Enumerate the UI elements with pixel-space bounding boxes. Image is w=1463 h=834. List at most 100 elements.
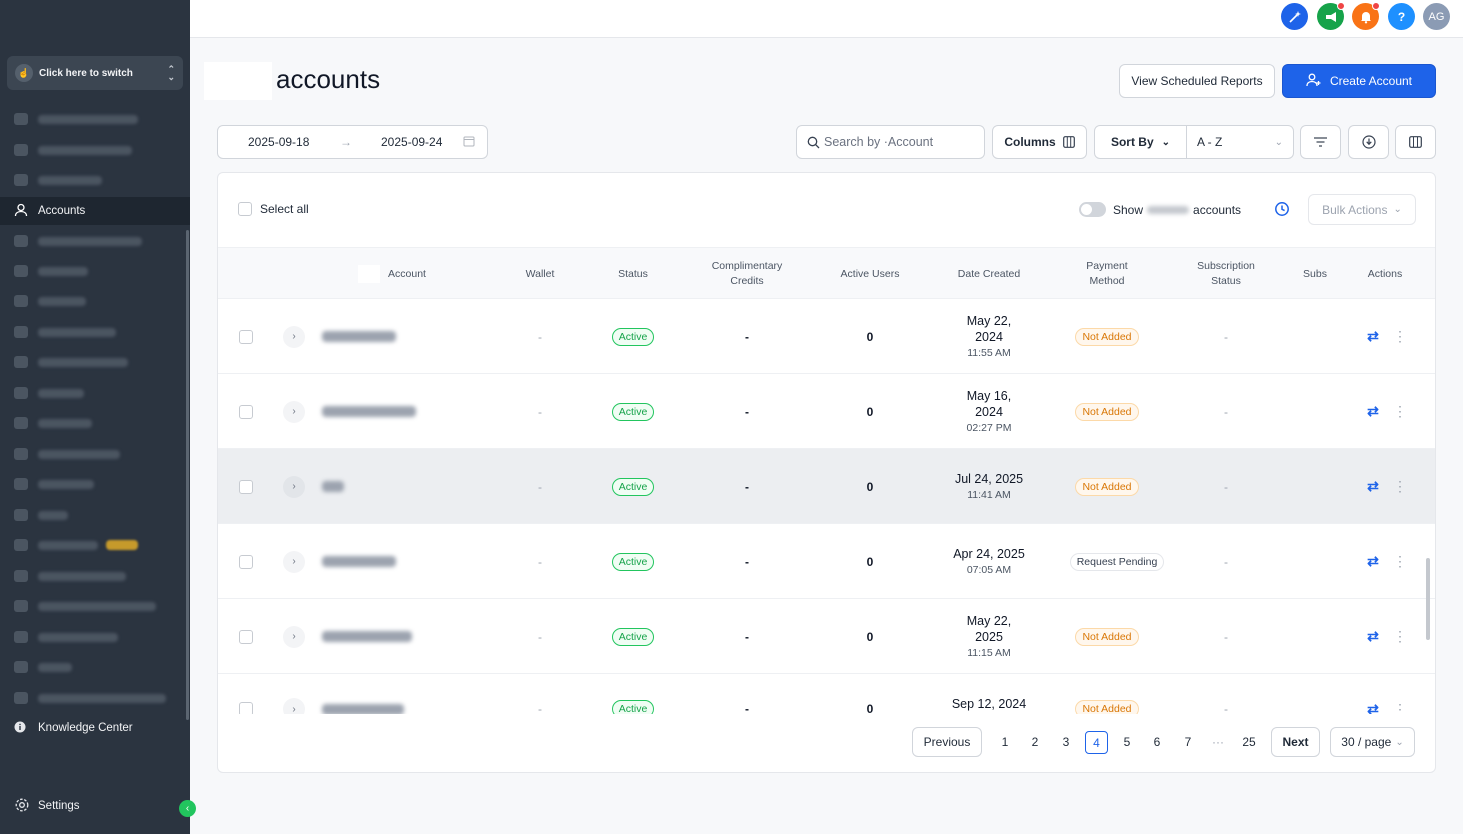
page-ellipsis[interactable]: ··· [1207, 727, 1229, 757]
page-25[interactable]: 25 [1236, 727, 1262, 757]
announcements-button[interactable] [1317, 2, 1345, 30]
page-size-select[interactable]: 30 / page ⌄ [1330, 727, 1415, 757]
page-4-current[interactable]: 4 [1085, 731, 1108, 754]
page-1[interactable]: 1 [994, 727, 1016, 757]
magic-wand-button[interactable] [1281, 3, 1308, 30]
account-name-redacted[interactable] [322, 481, 344, 492]
sidebar-item-blurred[interactable] [0, 684, 190, 712]
page-3[interactable]: 3 [1055, 727, 1077, 757]
sort-order-select[interactable]: A - Z ⌄ [1186, 125, 1294, 159]
more-options-icon[interactable]: ⋮ [1393, 700, 1407, 715]
sidebar-item-blurred[interactable] [0, 562, 190, 590]
sort-by-button[interactable]: Sort By ⌄ [1094, 125, 1187, 159]
select-all[interactable]: Select all [238, 202, 309, 216]
sidebar-item-accounts[interactable]: Accounts [0, 197, 190, 225]
download-button[interactable] [1348, 125, 1389, 159]
account-name-redacted[interactable] [322, 556, 396, 567]
previous-page-button[interactable]: Previous [912, 727, 982, 757]
sidebar-item-blurred[interactable] [0, 653, 190, 681]
layout-toggle-button[interactable] [1395, 125, 1436, 159]
account-name-redacted[interactable] [322, 703, 404, 714]
history-button[interactable] [1274, 201, 1290, 222]
next-page-button[interactable]: Next [1271, 727, 1320, 757]
date-to-input[interactable]: 2025-09-24 [381, 135, 443, 149]
sidebar-item-blurred[interactable] [0, 318, 190, 346]
more-options-icon[interactable]: ⋮ [1393, 328, 1407, 344]
more-options-icon[interactable]: ⋮ [1393, 553, 1407, 569]
sidebar-scrollbar[interactable] [186, 230, 189, 720]
switch-account-icon[interactable]: ⇄ [1367, 700, 1379, 715]
switch-account-icon[interactable]: ⇄ [1367, 403, 1379, 419]
switch-account-icon[interactable]: ⇄ [1367, 628, 1379, 644]
more-options-icon[interactable]: ⋮ [1393, 628, 1407, 644]
columns-button[interactable]: Columns [992, 125, 1087, 159]
table-row[interactable]: › - Active - 0 Sep 12, 2024 Not Added - … [218, 674, 1435, 715]
table-row[interactable]: › - Active - 0 May 22, 2024 11:55 AM Not … [218, 299, 1435, 374]
sidebar-item-settings[interactable]: Settings [0, 792, 190, 820]
account-name-redacted[interactable] [322, 331, 396, 342]
show-accounts-toggle[interactable] [1079, 202, 1106, 217]
search-input[interactable]: Search by ·Account [796, 125, 985, 159]
account-name-redacted[interactable] [322, 406, 416, 417]
view-scheduled-reports-button[interactable]: View Scheduled Reports [1119, 64, 1275, 98]
table-row[interactable]: › - Active - 0 Jul 24, 2025 11:41 AM Not … [218, 449, 1435, 524]
sidebar-item-blurred[interactable] [0, 623, 190, 651]
sidebar-item-blurred[interactable] [0, 531, 190, 559]
sidebar-item-blurred[interactable] [0, 470, 190, 498]
row-checkbox[interactable] [239, 404, 253, 419]
expand-row-icon[interactable]: › [283, 325, 305, 348]
sidebar-item-blurred[interactable] [0, 440, 190, 468]
nav-icon [14, 600, 28, 612]
table-row[interactable]: › - Active - 0 Apr 24, 2025 07:05 AM Requ… [218, 524, 1435, 599]
account-switcher[interactable]: ☝ Click here to switch ⌃ ⌄ [7, 56, 183, 90]
account-name-redacted[interactable] [322, 631, 412, 642]
page-5[interactable]: 5 [1116, 727, 1138, 757]
page-6[interactable]: 6 [1146, 727, 1168, 757]
sidebar-item-knowledge-center[interactable]: Knowledge Center [0, 714, 190, 742]
expand-row-icon[interactable]: › [283, 400, 305, 423]
more-options-icon[interactable]: ⋮ [1393, 403, 1407, 419]
sidebar-item-blurred[interactable] [0, 105, 190, 133]
create-account-button[interactable]: Create Account [1282, 64, 1436, 98]
row-checkbox[interactable] [239, 702, 253, 714]
sidebar-item-blurred[interactable] [0, 409, 190, 437]
notifications-button[interactable] [1352, 2, 1380, 30]
page-2[interactable]: 2 [1024, 727, 1046, 757]
expand-row-icon[interactable]: › [283, 625, 305, 648]
sidebar-item-blurred[interactable] [0, 379, 190, 407]
collapse-sidebar-button[interactable]: ‹ [179, 800, 196, 817]
expand-row-icon[interactable]: › [283, 550, 305, 573]
filter-button[interactable] [1300, 125, 1341, 159]
page-number: 7 [1184, 735, 1192, 749]
help-button[interactable]: ? [1388, 3, 1415, 30]
date-range-picker[interactable]: 2025-09-18 → 2025-09-24 [217, 125, 488, 159]
row-checkbox[interactable] [239, 629, 253, 644]
date-from-input[interactable]: 2025-09-18 [248, 135, 310, 149]
page-7[interactable]: 7 [1177, 727, 1199, 757]
table-scrollbar[interactable] [1426, 558, 1430, 640]
sidebar-item-blurred[interactable] [0, 166, 190, 194]
table-row[interactable]: › - Active - 0 May 22, 2025 11:15 AM Not … [218, 599, 1435, 674]
switch-account-icon[interactable]: ⇄ [1367, 553, 1379, 569]
nav-icon [14, 570, 28, 582]
table-row[interactable]: › - Active - 0 May 16, 2024 02:27 PM Not … [218, 374, 1435, 449]
switch-account-icon[interactable]: ⇄ [1367, 478, 1379, 494]
row-checkbox[interactable] [239, 479, 253, 494]
select-all-checkbox[interactable] [238, 202, 252, 216]
sidebar-item-blurred[interactable] [0, 501, 190, 529]
row-checkbox[interactable] [239, 554, 253, 569]
sidebar-item-blurred[interactable] [0, 287, 190, 315]
sidebar-item-blurred[interactable] [0, 592, 190, 620]
expand-row-icon[interactable]: › [283, 475, 305, 498]
sidebar-item-blurred[interactable] [0, 257, 190, 285]
user-avatar[interactable]: AG [1423, 3, 1450, 30]
row-checkbox[interactable] [239, 329, 253, 344]
account-column-header[interactable]: Account [342, 248, 442, 300]
more-options-icon[interactable]: ⋮ [1393, 478, 1407, 494]
switch-account-icon[interactable]: ⇄ [1367, 328, 1379, 344]
sidebar-item-blurred[interactable] [0, 348, 190, 376]
sidebar-item-blurred[interactable] [0, 227, 190, 255]
sidebar-item-blurred[interactable] [0, 136, 190, 164]
bulk-actions-dropdown[interactable]: Bulk Actions ⌄ [1308, 194, 1416, 225]
expand-row-icon[interactable]: › [283, 698, 305, 714]
